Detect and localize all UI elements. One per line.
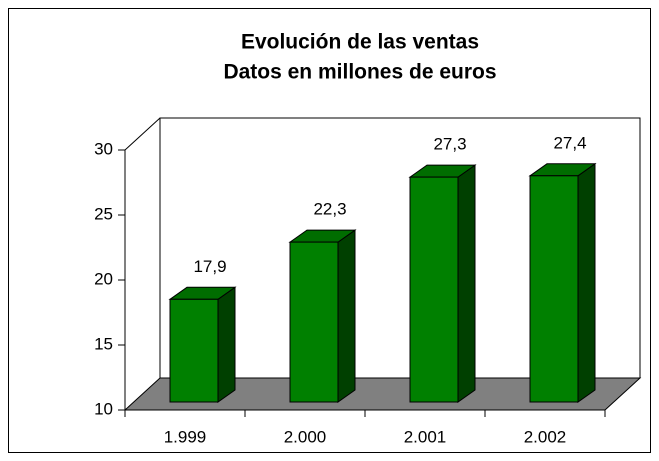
- bar-side: [217, 286, 236, 403]
- y-tick-label: 10: [94, 399, 113, 418]
- bar-side: [337, 229, 356, 403]
- bar-side: [577, 162, 596, 403]
- bar: [409, 176, 459, 403]
- value-label: 17,9: [193, 257, 226, 276]
- x-tick-label: 2.002: [524, 427, 567, 446]
- chart-subtitle: Datos en millones de euros: [223, 61, 496, 84]
- value-label: 27,3: [433, 135, 466, 154]
- value-label: 22,3: [313, 200, 346, 219]
- x-tick-label: 2.000: [284, 427, 327, 446]
- y-tick-label: 30: [94, 139, 113, 158]
- x-tick-label: 1.999: [164, 427, 207, 446]
- bar: [169, 298, 219, 403]
- chart-title: Evolución de las ventas: [241, 31, 479, 54]
- side-edge: [124, 117, 161, 151]
- bar: [289, 241, 339, 403]
- bar: [529, 175, 579, 403]
- y-tick-label: 20: [94, 269, 113, 288]
- x-tick-label: 2.001: [404, 427, 447, 446]
- value-label: 27,4: [553, 133, 586, 152]
- y-tick-label: 25: [94, 204, 113, 223]
- y-tick-label: 15: [94, 334, 113, 353]
- bar-side: [457, 164, 476, 403]
